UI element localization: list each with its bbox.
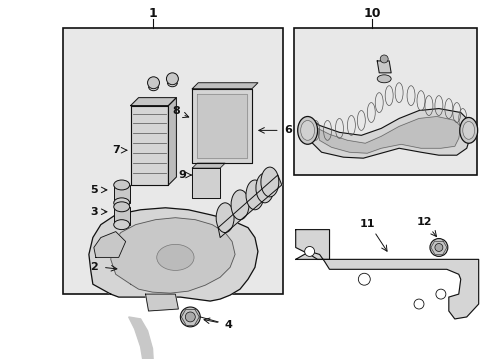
Ellipse shape [297,117,317,144]
Text: 1: 1 [148,7,157,20]
Ellipse shape [163,249,187,266]
Text: 8: 8 [172,105,180,116]
Polygon shape [218,175,281,238]
Circle shape [434,243,442,251]
Polygon shape [376,61,390,73]
Text: 3: 3 [90,207,98,217]
Text: 7: 7 [112,145,120,155]
Text: 9: 9 [178,170,186,180]
Circle shape [304,247,314,256]
Polygon shape [117,317,153,360]
Circle shape [166,73,178,85]
Text: 2: 2 [90,262,98,272]
Circle shape [147,77,159,89]
Ellipse shape [300,121,314,140]
Ellipse shape [157,244,194,270]
Polygon shape [130,98,176,105]
Circle shape [185,312,195,322]
Ellipse shape [114,220,129,230]
Polygon shape [192,83,257,89]
Polygon shape [192,168,220,198]
Polygon shape [295,230,329,260]
Text: 11: 11 [359,219,374,229]
Polygon shape [89,208,257,301]
Text: 4: 4 [224,320,232,330]
Polygon shape [295,251,478,319]
Polygon shape [192,163,224,168]
Polygon shape [192,89,251,163]
Bar [293,28,476,175]
Bar [114,185,129,203]
Ellipse shape [245,180,264,210]
Text: 10: 10 [363,7,380,20]
Ellipse shape [255,173,273,203]
Polygon shape [307,109,470,158]
Text: 12: 12 [415,217,431,227]
Polygon shape [111,218,235,293]
Circle shape [180,307,200,327]
Polygon shape [168,98,176,185]
Ellipse shape [114,180,129,190]
Polygon shape [145,294,178,311]
Circle shape [380,55,387,63]
Text: 6: 6 [283,125,291,135]
Ellipse shape [462,121,474,139]
Ellipse shape [114,202,129,212]
Bar [114,207,129,225]
Ellipse shape [231,190,248,220]
Bar [63,28,282,294]
Ellipse shape [114,198,129,208]
Ellipse shape [216,203,234,233]
Ellipse shape [376,75,390,83]
Circle shape [429,239,447,256]
Circle shape [413,299,423,309]
Polygon shape [94,231,125,257]
Text: 5: 5 [90,185,98,195]
Ellipse shape [459,117,477,143]
Ellipse shape [261,167,278,197]
Polygon shape [197,94,246,158]
Polygon shape [317,117,460,153]
Circle shape [435,289,445,299]
Polygon shape [130,105,168,185]
Circle shape [358,273,369,285]
